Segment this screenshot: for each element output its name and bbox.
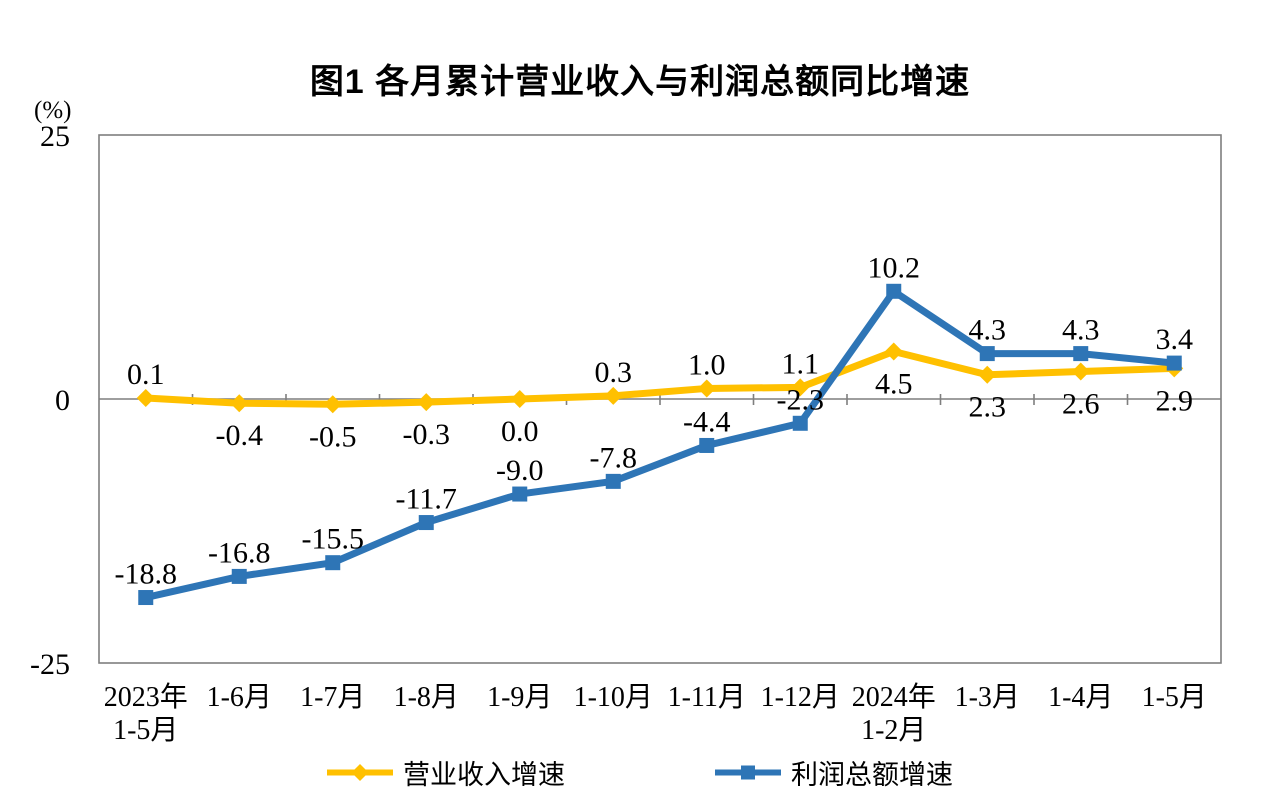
x-axis-tick-label: 1-11月 (668, 682, 746, 713)
marker-diamond (417, 393, 436, 412)
x-axis-tick-label: 1-12月 (761, 682, 840, 713)
marker-square (1166, 355, 1182, 371)
data-label: -7.8 (590, 441, 638, 474)
marker-diamond (978, 365, 997, 384)
marker-diamond (230, 394, 249, 413)
legend-marker-profit (715, 765, 781, 780)
chart-title: 图1 各月累计营业收入与利润总额同比增速 (309, 63, 971, 101)
x-axis-tick-label: 1-4月 (1048, 682, 1113, 713)
legend-diamond-icon (351, 764, 369, 781)
y-axis-tick-label: -25 (30, 648, 70, 681)
x-axis-tick-label: 2023年 (104, 681, 188, 713)
data-label: -4.4 (683, 405, 731, 438)
data-label: 1.0 (688, 348, 726, 381)
series-line-1 (144, 286, 1175, 601)
marker-diamond (1071, 362, 1090, 381)
data-label: -16.8 (208, 536, 271, 569)
data-label: 2.6 (1062, 388, 1100, 421)
y-axis-tick-label: 0 (55, 384, 70, 417)
marker-square (325, 555, 341, 571)
data-label: 4.5 (875, 367, 913, 400)
marker-square (605, 473, 621, 489)
x-axis-tick-label: 1-8月 (394, 682, 459, 713)
x-axis-tick-label: 1-10月 (574, 682, 653, 713)
marker-square (418, 515, 434, 531)
marker-square (231, 568, 247, 584)
data-label: -11.7 (396, 483, 457, 516)
marker-diamond (136, 388, 155, 407)
x-axis-tick-label: 1-5月 (1142, 682, 1207, 713)
y-axis-tick-label: 25 (40, 120, 70, 153)
data-label: 3.4 (1156, 323, 1194, 356)
x-axis-tick-label: 1-9月 (487, 682, 552, 713)
marker-diamond (884, 342, 903, 361)
x-axis-tick-label: 1-3月 (955, 682, 1020, 713)
data-label: 4.3 (1062, 314, 1100, 347)
data-label: 2.9 (1156, 384, 1194, 417)
legend-label-profit: 利润总额增速 (791, 760, 953, 790)
marker-square (138, 590, 154, 606)
legend-label-revenue: 营业收入增速 (403, 760, 565, 790)
marker-diamond (510, 390, 529, 408)
x-axis-tick-label: 2024年 (852, 681, 936, 713)
series-line-0 (145, 347, 1175, 408)
marker-square (792, 415, 808, 431)
data-label: -18.8 (115, 558, 178, 591)
x-axis-tick-label: 1-6月 (207, 682, 272, 713)
marker-square (1073, 346, 1089, 362)
marker-square (886, 283, 902, 299)
legend-item-revenue: 营业收入增速 (327, 753, 565, 792)
data-label: 10.2 (868, 251, 921, 284)
x-axis-tick-label: 1-5月 (113, 715, 178, 746)
data-label: 4.3 (969, 314, 1007, 347)
legend-item-profit: 利润总额增速 (715, 753, 953, 792)
y-axis-unit-label: (%) (34, 97, 72, 124)
legend: 营业收入增速 利润总额增速 (0, 753, 1280, 792)
marker-diamond (323, 395, 342, 414)
data-label: 0.1 (127, 358, 165, 391)
data-label: 0.0 (501, 415, 539, 448)
legend-marker-revenue (327, 764, 393, 781)
data-label: 0.3 (595, 356, 633, 389)
data-label: -0.3 (403, 418, 451, 451)
data-label: 2.3 (969, 391, 1007, 424)
data-label: -2.3 (777, 383, 825, 416)
marker-diamond (604, 386, 623, 405)
marker-square (979, 346, 995, 362)
legend-square-icon (741, 765, 755, 780)
marker-square (512, 486, 528, 502)
x-axis-tick-label: 1-2月 (861, 715, 926, 746)
data-label: 1.1 (782, 347, 820, 380)
x-axis-tick-label: 1-7月 (300, 682, 365, 713)
marker-diamond (791, 378, 810, 397)
marker-square (699, 437, 715, 453)
data-label: -15.5 (302, 523, 365, 556)
data-label: -0.4 (216, 419, 264, 452)
data-label: -0.5 (309, 420, 357, 453)
marker-diamond (697, 379, 716, 398)
data-label: -9.0 (496, 454, 544, 487)
